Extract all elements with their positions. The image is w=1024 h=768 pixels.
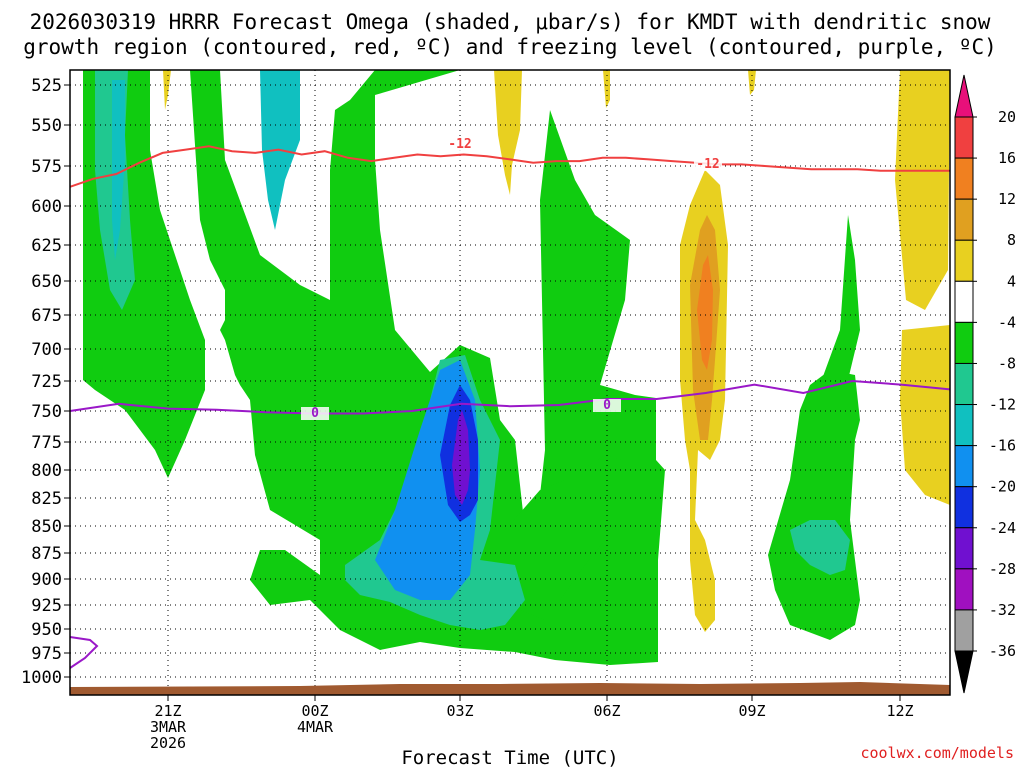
contour-lines-layer: -12 -12 0 0 [69,137,951,669]
omega-fill-purple-core [452,410,470,505]
omega-fill-teal-region-3 [790,520,850,575]
y-axis-ticks: 525 550 575 600 625 650 675 700 725 750 775 800 825 8… [21,76,70,688]
plot-frame [69,69,951,696]
colorbar-bottom-triangle [954,650,974,694]
y-tick-label: 925 [31,596,62,616]
y-tick-label: 600 [31,197,62,217]
colorbar-label: 12 [998,190,1016,208]
colorbar-label: -36 [989,642,1016,660]
colorbar-label: -32 [989,601,1016,619]
x-tick-label: 2026 [150,734,186,752]
y-tick-label: 825 [31,489,62,509]
x-tick-label: 09Z [738,702,765,720]
chart-title-line-2: growth region (contoured, red, ºC) and f… [23,35,997,59]
low-level-freezing-contour [69,636,99,669]
source-credit: coolwx.com/models [860,744,1014,762]
colorbar-swatch [954,157,974,200]
colorbar-label: -12 [989,396,1016,414]
y-tick-label: 1000 [21,668,62,688]
y-tick-label: 725 [31,372,62,392]
colorbar-label: -20 [989,478,1016,496]
omega-fill-green-region-3 [505,455,622,620]
colorbar-label: -24 [989,519,1016,537]
freezing-contour-label-1: 0 [311,406,319,421]
x-tick-label: 12Z [886,702,913,720]
colorbar-swatch [954,486,974,529]
dgz-contour-minus12 [69,145,950,188]
omega-fill-yellow-spike-5 [900,325,950,505]
omega-fill-orange-core [697,255,713,370]
colorbar-label: 4 [1007,272,1016,290]
colorbar-swatch [954,280,974,323]
colorbar-swatch [954,527,974,570]
colorbar-label: 20 [998,108,1016,126]
freezing-level-contour [69,379,951,415]
x-axis-label: Forecast Time (UTC) [401,747,618,768]
y-tick-label: 950 [31,620,62,640]
y-tick-label: 525 [31,76,62,96]
surface-terrain [70,682,950,695]
freezing-contour-label-2-bg [593,399,621,412]
x-tick-label: 06Z [593,702,620,720]
colorbar-label: 16 [998,149,1016,167]
omega-fill-yellow-spike-1 [163,70,171,110]
omega-fill-yellow-spike-3 [748,70,756,95]
freezing-contour-label-2: 0 [603,398,611,413]
y-tick-label: 800 [31,461,62,481]
colorbar-label: -28 [989,560,1016,578]
y-tick-label: 850 [31,517,62,537]
colorbar-swatch [954,568,974,611]
y-tick-label: 775 [31,433,62,453]
chart-title-line-1: 2026030319 HRRR Forecast Omega (shaded, … [30,10,991,34]
y-tick-label: 700 [31,340,62,360]
colorbar-swatch [954,362,974,406]
x-tick-label: 3MAR [150,718,187,736]
y-tick-label: 625 [31,236,62,256]
y-tick-label: 750 [31,402,62,422]
y-tick-label: 650 [31,272,62,292]
colorbar-swatch [954,445,974,488]
colorbar-swatch [954,609,974,652]
dgz-contour-label-2: -12 [696,157,719,172]
dgz-contour-label-1-bg [446,138,474,151]
colorbar-label: -16 [989,437,1016,455]
y-tick-label: 575 [31,157,62,177]
y-tick-label: 875 [31,544,62,564]
colorbar-label: -4 [998,313,1016,331]
x-tick-label: 21Z [154,702,181,720]
colorbar-label: -8 [998,354,1016,372]
omega-fill-yellow-spike-2 [603,70,610,108]
y-tick-label: 675 [31,306,62,326]
colorbar-swatch [954,239,974,282]
y-tick-label: 900 [31,570,62,590]
surface-terrain-layer [70,682,950,695]
gridlines [70,70,950,695]
dgz-contour-label-2-bg [694,158,722,171]
omega-fill-yellow-spike-4 [895,70,950,310]
colorbar-top-triangle [954,74,974,118]
colorbar-swatch [954,198,974,241]
x-tick-label: 03Z [446,702,473,720]
omega-shading-layer [83,70,950,665]
colorbar-swatch [954,116,974,159]
colorbar-swatch [954,321,974,364]
y-tick-label: 975 [31,644,62,664]
omega-fill-green-region-5 [818,215,860,390]
colorbar-swatch [954,404,974,447]
colorbar-label: 8 [1007,231,1016,249]
omega-fill-green-region-4 [768,370,860,640]
omega-colorbar: 20 16 12 8 4 -4 -8 -12 -16 -20 -24 -28 -32 -36 [954,74,1016,694]
freezing-contour-label-1-bg [301,407,329,420]
x-tick-label: 4MAR [297,718,334,736]
y-tick-label: 550 [31,116,62,136]
x-tick-label: 00Z [301,702,328,720]
omega-fill-yellow-region-1 [494,70,522,195]
dgz-contour-label-1: -12 [448,137,471,152]
